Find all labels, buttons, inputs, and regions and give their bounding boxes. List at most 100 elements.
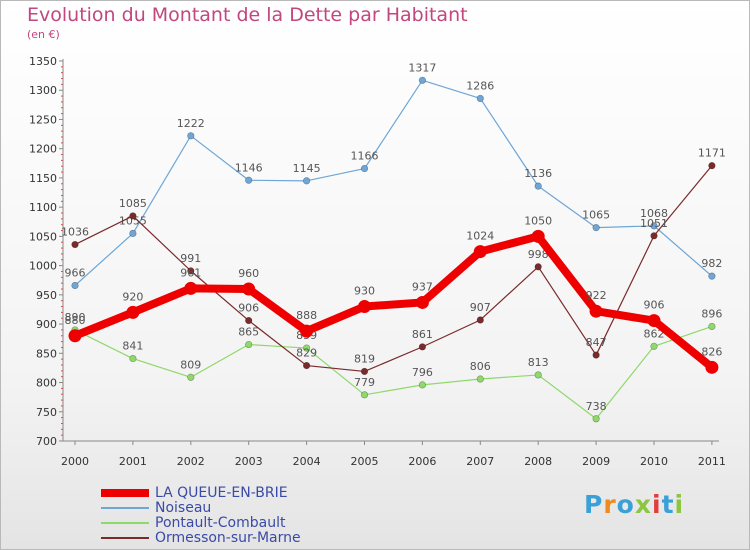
y-tick-label: 1100 bbox=[29, 201, 57, 214]
data-label: 1317 bbox=[408, 61, 436, 74]
y-tick-label: 1250 bbox=[29, 113, 57, 126]
y-tick-label: 1000 bbox=[29, 260, 57, 273]
data-point bbox=[473, 245, 487, 259]
data-point bbox=[358, 300, 371, 314]
data-label: 930 bbox=[354, 285, 375, 298]
data-label: 1050 bbox=[524, 214, 552, 227]
data-point bbox=[303, 361, 311, 370]
data-point bbox=[708, 272, 716, 280]
legend-label: Noiseau bbox=[155, 499, 212, 516]
data-label: 1166 bbox=[351, 150, 379, 163]
data-point bbox=[592, 415, 600, 423]
data-point bbox=[303, 344, 311, 352]
data-label: 1146 bbox=[235, 161, 263, 174]
data-point bbox=[129, 212, 137, 220]
data-label: 829 bbox=[296, 347, 317, 360]
x-tick-label: 2010 bbox=[640, 455, 668, 468]
data-point bbox=[300, 324, 314, 338]
data-point bbox=[245, 316, 253, 325]
data-point bbox=[129, 354, 137, 363]
data-label: 847 bbox=[586, 336, 607, 349]
data-label: 906 bbox=[644, 299, 665, 312]
data-label: 779 bbox=[354, 376, 375, 389]
y-tick-label: 1050 bbox=[29, 230, 57, 243]
data-label: 1036 bbox=[61, 226, 89, 239]
data-point bbox=[476, 316, 484, 324]
x-tick-label: 2007 bbox=[466, 455, 494, 468]
data-point bbox=[360, 391, 369, 399]
data-point bbox=[415, 295, 429, 309]
data-point bbox=[418, 76, 427, 84]
data-label: 1085 bbox=[119, 197, 147, 210]
legend-swatch bbox=[101, 506, 149, 509]
data-label: 907 bbox=[470, 301, 491, 314]
y-tick-label: 1300 bbox=[29, 84, 57, 97]
data-point bbox=[187, 373, 195, 381]
x-tick-label: 2002 bbox=[177, 455, 205, 468]
legend-item: LA QUEUE-EN-BRIE bbox=[101, 485, 301, 501]
data-point bbox=[592, 351, 600, 359]
data-point bbox=[589, 304, 603, 318]
data-point bbox=[187, 132, 195, 140]
data-point bbox=[71, 281, 79, 290]
data-label: 982 bbox=[701, 257, 722, 270]
data-point bbox=[245, 340, 253, 349]
data-point bbox=[303, 177, 311, 185]
data-point bbox=[476, 375, 484, 383]
data-label: 922 bbox=[586, 289, 607, 302]
y-tick-label: 850 bbox=[36, 347, 57, 360]
y-tick-label: 900 bbox=[36, 318, 57, 331]
data-label: 1286 bbox=[466, 79, 494, 92]
data-point bbox=[129, 229, 137, 238]
data-point bbox=[126, 305, 140, 319]
data-label: 906 bbox=[238, 302, 259, 315]
data-point bbox=[360, 367, 369, 376]
x-tick-label: 2011 bbox=[698, 455, 726, 468]
data-point bbox=[647, 314, 661, 328]
y-tick-label: 800 bbox=[36, 377, 57, 390]
chart-title: Evolution du Montant de la Dette par Hab… bbox=[27, 4, 468, 26]
x-tick-label: 2001 bbox=[119, 455, 147, 468]
data-point bbox=[650, 342, 658, 350]
data-point bbox=[418, 343, 427, 351]
data-point bbox=[242, 282, 256, 296]
data-label: 806 bbox=[470, 360, 491, 373]
data-point bbox=[187, 267, 195, 275]
data-label: 1051 bbox=[640, 217, 668, 230]
data-point bbox=[531, 229, 545, 243]
data-point bbox=[418, 381, 427, 389]
data-point bbox=[184, 281, 198, 295]
data-label: 865 bbox=[238, 326, 259, 339]
chart-unit: (en €) bbox=[27, 28, 60, 41]
data-label: 826 bbox=[701, 345, 722, 358]
y-tick-label: 950 bbox=[36, 289, 57, 302]
data-label: 991 bbox=[180, 252, 201, 265]
data-label: 861 bbox=[412, 328, 433, 341]
data-label: 1055 bbox=[119, 214, 147, 227]
data-point bbox=[68, 329, 82, 343]
data-point bbox=[705, 360, 719, 374]
data-label: 1171 bbox=[698, 147, 726, 160]
data-label: 813 bbox=[528, 356, 549, 369]
series-line bbox=[74, 79, 713, 287]
data-label: 998 bbox=[528, 248, 549, 261]
series-line bbox=[71, 232, 716, 372]
data-label: 796 bbox=[412, 366, 433, 379]
data-label: 888 bbox=[296, 309, 317, 322]
legend-item: Pontault-Combault bbox=[101, 515, 301, 531]
data-point bbox=[592, 224, 600, 232]
y-tick-label: 1350 bbox=[29, 55, 57, 68]
data-label: 1145 bbox=[293, 162, 321, 175]
data-point bbox=[650, 232, 658, 240]
data-point bbox=[534, 371, 542, 379]
y-tick-label: 1200 bbox=[29, 143, 57, 156]
y-tick-label: 1150 bbox=[29, 172, 57, 185]
data-label: 1065 bbox=[582, 209, 610, 222]
data-label: 1136 bbox=[524, 167, 552, 180]
x-tick-label: 2005 bbox=[351, 455, 379, 468]
data-label: 961 bbox=[180, 266, 201, 279]
data-point bbox=[245, 176, 253, 184]
legend-swatch bbox=[101, 536, 149, 539]
x-tick-label: 2009 bbox=[582, 455, 610, 468]
